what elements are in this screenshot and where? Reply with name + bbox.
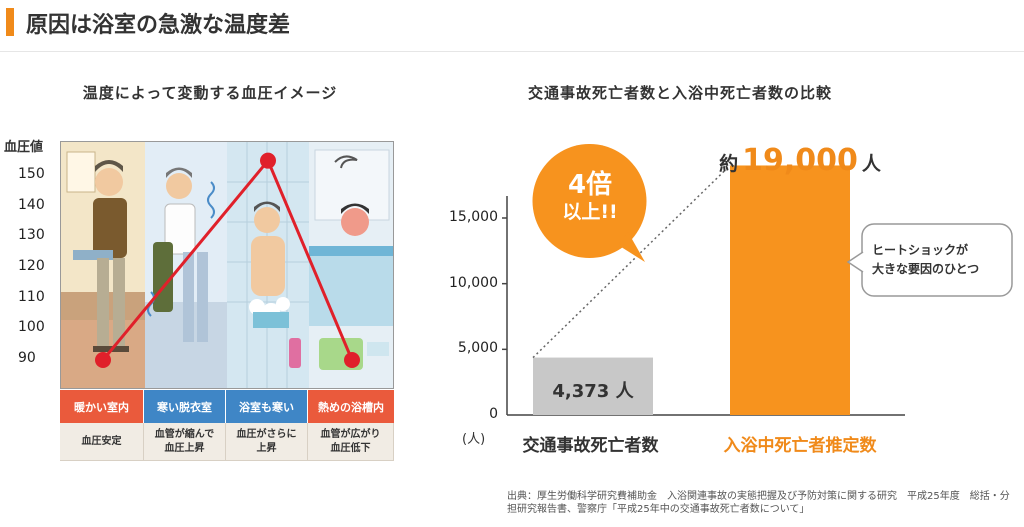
scene-label-bathroom: 浴室も寒い — [226, 390, 308, 423]
dressing-room-illustration — [145, 142, 227, 388]
scene-panels — [60, 141, 394, 389]
bp-tick-label: 130 — [18, 227, 45, 244]
bp-point — [344, 352, 360, 368]
bathroom-illustration — [227, 142, 309, 388]
scene-warm-room — [61, 142, 145, 388]
bp-tick-label: 140 — [18, 196, 45, 213]
header-accent-bar — [6, 8, 14, 36]
bp-tick-label: 90 — [18, 350, 36, 366]
bar-value-label-traffic: 4,373 人 — [552, 381, 634, 402]
ratio-badge-line1: 4倍 — [567, 170, 613, 200]
y-tick-label: 0 — [489, 406, 498, 422]
bar-bath-deaths — [730, 165, 850, 415]
bp-line-overlay — [95, 152, 360, 368]
bar-traffic-deaths — [533, 357, 653, 415]
bp-point — [95, 352, 111, 368]
warm-room-illustration — [61, 142, 145, 388]
bathtub-illustration — [309, 142, 393, 388]
big-value: 19,000 — [742, 143, 858, 178]
scene-note-bathroom: 血圧がさらに 上昇 — [226, 423, 308, 461]
bar-connector-dotted — [532, 164, 731, 359]
right-chart-title: 交通事故死亡者数と入浴中死亡者数の比較 — [527, 84, 832, 102]
scene-hot-bathtub — [309, 142, 393, 388]
scene-note-text: 血管が縮んで 血圧上昇 — [154, 429, 215, 454]
ratio-badge-line2: 以上!! — [562, 201, 618, 224]
y-tick-label: 15,000 — [449, 209, 498, 225]
y-tick-label: 10,000 — [449, 274, 498, 291]
heatshock-callout-text: ヒートショックが 大きな要因のひとつ — [872, 243, 980, 276]
scene-cold-bathroom — [227, 142, 309, 388]
source-citation: 出典：厚生労働科学研究費補助金 入浴関連事故の実態把握及び予防対策に関する研究 … — [507, 491, 1010, 515]
scene-note-text: 血圧がさらに 上昇 — [236, 429, 297, 454]
page-header: 原因は浴室の急激な温度差 — [0, 0, 1024, 52]
scene-note-text: 血管が広がり 血圧低下 — [320, 429, 381, 454]
scene-note-text: 血圧安定 — [81, 435, 122, 447]
bp-tick-label: 150 — [18, 166, 45, 182]
scene-label-warm-room: 暖かい室内 — [60, 390, 144, 423]
bar-value-label-bath: 約 19,000 人 — [700, 143, 900, 178]
scene-label-dressing-room: 寒い脱衣室 — [144, 390, 226, 423]
bp-axis-label: 血圧値 — [4, 140, 44, 155]
callout-pointer — [846, 251, 864, 273]
ratio-badge — [532, 144, 647, 258]
approx-prefix: 約 — [719, 153, 739, 175]
page-title: 原因は浴室の急激な温度差 — [26, 13, 291, 38]
unit-suffix: 人 — [861, 153, 881, 175]
ratio-badge-tail — [618, 232, 645, 262]
scene-note-bathtub: 血管が広がり 血圧低下 — [308, 423, 394, 461]
y-tick-label: 5,000 — [457, 340, 498, 357]
ratio-badge-text: 4倍 以上!! — [545, 170, 635, 224]
bp-tick-label: 120 — [18, 258, 45, 274]
scene-label-bathtub: 熱めの浴槽内 — [308, 390, 394, 423]
scene-cold-dressing-room — [145, 142, 227, 388]
bp-tick-label: 110 — [18, 288, 45, 305]
bp-tick-label: 100 — [18, 319, 45, 336]
scene-note-dressing-room: 血管が縮んで 血圧上昇 — [144, 423, 226, 461]
scene-note-warm-room: 血圧安定 — [60, 423, 144, 461]
y-axis-unit: (人) — [462, 432, 486, 447]
left-chart-title: 温度によって変動する血圧イメージ — [82, 84, 338, 102]
category-label-bath: 入浴中死亡者推定数 — [723, 436, 877, 456]
bp-point — [260, 152, 276, 169]
category-label-traffic: 交通事故死亡者数 — [522, 436, 659, 456]
